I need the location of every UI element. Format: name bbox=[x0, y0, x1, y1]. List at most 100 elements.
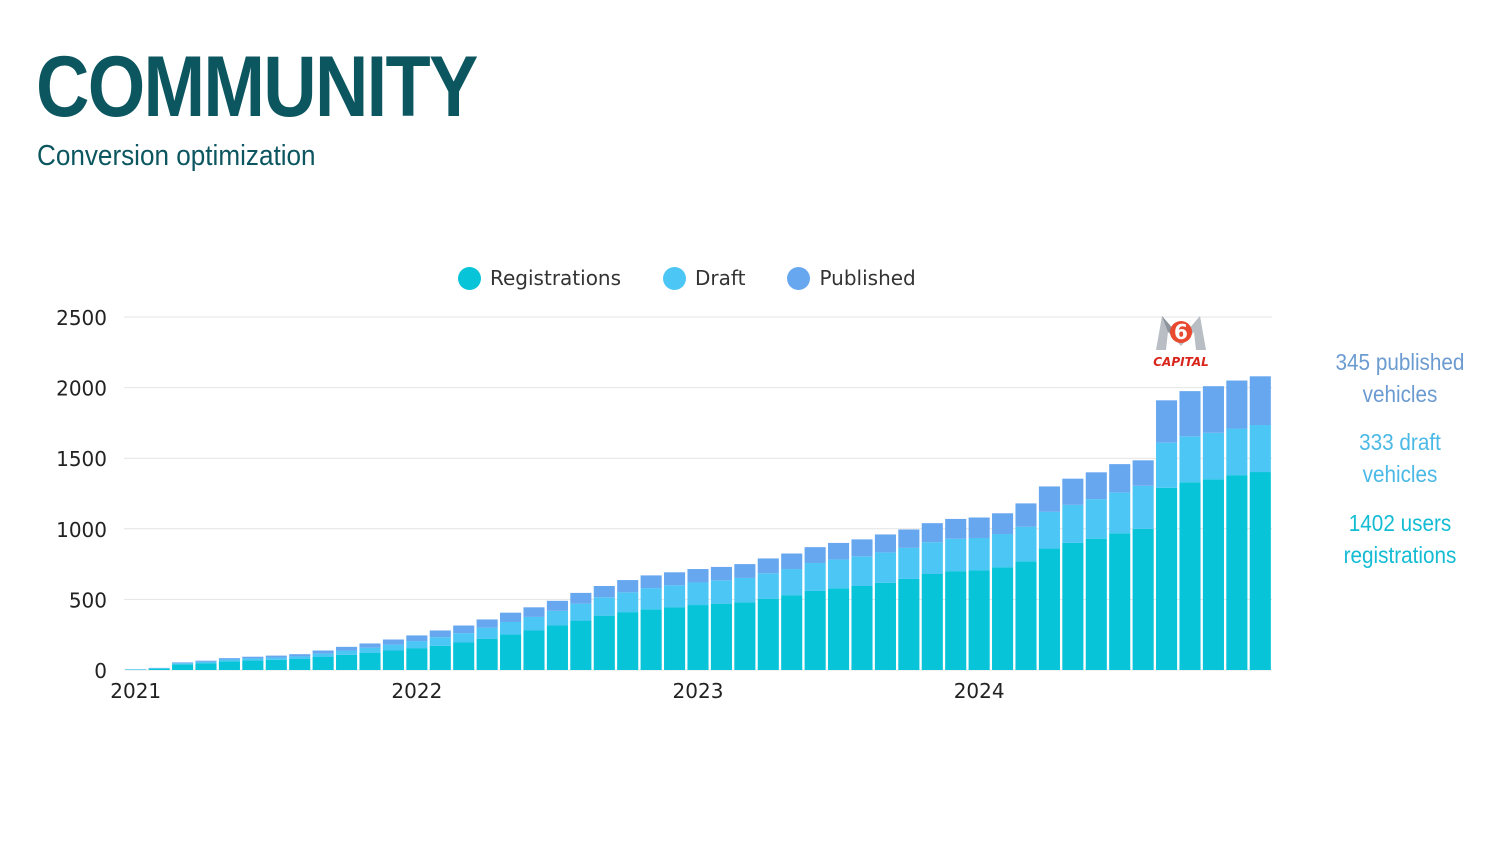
legend-item-registrations[interactable]: Registrations bbox=[458, 266, 621, 290]
bar-segment-registrations[interactable] bbox=[664, 607, 686, 670]
bar-segment-published[interactable] bbox=[1226, 380, 1248, 429]
bar-segment-draft[interactable] bbox=[359, 647, 381, 653]
bar-segment-draft[interactable] bbox=[453, 633, 475, 643]
bar-segment-registrations[interactable] bbox=[1015, 561, 1037, 670]
bar-segment-registrations[interactable] bbox=[1109, 533, 1131, 670]
bar-segment-draft[interactable] bbox=[828, 559, 850, 589]
bar-segment-registrations[interactable] bbox=[500, 634, 522, 670]
bar-segment-draft[interactable] bbox=[593, 597, 615, 616]
bar-segment-registrations[interactable] bbox=[734, 602, 756, 670]
bar-segment-published[interactable] bbox=[921, 523, 943, 543]
bar-segment-published[interactable] bbox=[1202, 386, 1224, 433]
bar-segment-registrations[interactable] bbox=[1202, 479, 1224, 670]
bar-segment-draft[interactable] bbox=[336, 650, 358, 655]
bar-segment-registrations[interactable] bbox=[687, 605, 709, 670]
bar-segment-published[interactable] bbox=[757, 558, 779, 574]
bar-segment-registrations[interactable] bbox=[1179, 482, 1201, 670]
bar-segment-registrations[interactable] bbox=[781, 595, 803, 670]
bar-segment-draft[interactable] bbox=[851, 556, 873, 586]
bar-segment-registrations[interactable] bbox=[804, 590, 826, 670]
bar-segment-published[interactable] bbox=[593, 585, 615, 598]
bar-segment-draft[interactable] bbox=[1226, 428, 1248, 476]
bar-segment-registrations[interactable] bbox=[172, 664, 194, 670]
bar-segment-published[interactable] bbox=[312, 650, 334, 654]
bar-segment-registrations[interactable] bbox=[992, 567, 1014, 670]
bar-segment-draft[interactable] bbox=[1156, 442, 1178, 488]
bar-segment-published[interactable] bbox=[265, 655, 287, 658]
bar-segment-published[interactable] bbox=[1132, 460, 1154, 486]
bar-segment-registrations[interactable] bbox=[1085, 538, 1107, 670]
bar-segment-registrations[interactable] bbox=[640, 609, 662, 670]
bar-segment-published[interactable] bbox=[617, 580, 639, 593]
bar-segment-published[interactable] bbox=[546, 600, 568, 611]
bar-segment-registrations[interactable] bbox=[851, 585, 873, 670]
bar-segment-draft[interactable] bbox=[406, 641, 428, 649]
bar-segment-registrations[interactable] bbox=[1226, 475, 1248, 670]
bar-segment-registrations[interactable] bbox=[476, 638, 498, 670]
bar-segment-published[interactable] bbox=[851, 539, 873, 557]
bar-segment-registrations[interactable] bbox=[1132, 528, 1154, 670]
bar-segment-registrations[interactable] bbox=[1038, 548, 1060, 670]
bar-segment-draft[interactable] bbox=[265, 657, 287, 660]
bar-segment-draft[interactable] bbox=[1179, 436, 1201, 483]
bar-segment-published[interactable] bbox=[242, 656, 264, 659]
bar-segment-draft[interactable] bbox=[172, 663, 194, 665]
bar-segment-published[interactable] bbox=[1015, 503, 1037, 527]
bar-segment-published[interactable] bbox=[1085, 472, 1107, 500]
bar-segment-published[interactable] bbox=[336, 646, 358, 651]
bar-segment-published[interactable] bbox=[781, 553, 803, 570]
bar-segment-published[interactable] bbox=[1156, 400, 1178, 443]
bar-segment-published[interactable] bbox=[523, 607, 545, 617]
bar-segment-draft[interactable] bbox=[617, 592, 639, 613]
bar-segment-draft[interactable] bbox=[757, 573, 779, 599]
bar-segment-published[interactable] bbox=[1179, 391, 1201, 437]
bar-segment-published[interactable] bbox=[968, 517, 990, 538]
bar-segment-draft[interactable] bbox=[195, 661, 217, 664]
bar-segment-published[interactable] bbox=[734, 564, 756, 578]
bar-segment-draft[interactable] bbox=[945, 538, 967, 572]
bar-segment-published[interactable] bbox=[1109, 464, 1131, 493]
bar-segment-published[interactable] bbox=[1062, 478, 1084, 505]
bar-segment-registrations[interactable] bbox=[828, 588, 850, 670]
bar-segment-draft[interactable] bbox=[1109, 492, 1131, 534]
bar-segment-registrations[interactable] bbox=[218, 661, 240, 670]
bar-segment-draft[interactable] bbox=[664, 585, 686, 608]
bar-segment-published[interactable] bbox=[874, 534, 896, 553]
bar-segment-draft[interactable] bbox=[1015, 526, 1037, 562]
bar-segment-draft[interactable] bbox=[429, 637, 451, 646]
bar-segment-published[interactable] bbox=[382, 639, 404, 645]
bar-segment-draft[interactable] bbox=[968, 537, 990, 571]
bar-segment-registrations[interactable] bbox=[921, 573, 943, 670]
bar-segment-registrations[interactable] bbox=[945, 571, 967, 670]
bar-segment-draft[interactable] bbox=[1038, 511, 1060, 549]
bar-segment-draft[interactable] bbox=[289, 656, 311, 659]
bar-segment-published[interactable] bbox=[500, 612, 522, 622]
bar-segment-draft[interactable] bbox=[570, 603, 592, 621]
bar-segment-draft[interactable] bbox=[523, 616, 545, 631]
bar-segment-registrations[interactable] bbox=[1249, 472, 1271, 670]
bar-segment-published[interactable] bbox=[804, 547, 826, 563]
bar-segment-registrations[interactable] bbox=[617, 612, 639, 670]
bar-segment-draft[interactable] bbox=[921, 542, 943, 574]
bar-segment-published[interactable] bbox=[992, 513, 1014, 535]
bar-segment-registrations[interactable] bbox=[289, 658, 311, 670]
bar-segment-draft[interactable] bbox=[1062, 504, 1084, 543]
bar-segment-registrations[interactable] bbox=[429, 645, 451, 670]
bar-segment-published[interactable] bbox=[664, 572, 686, 586]
bar-segment-published[interactable] bbox=[1038, 486, 1060, 512]
bar-segment-published[interactable] bbox=[898, 529, 920, 548]
bar-segment-registrations[interactable] bbox=[874, 582, 896, 670]
bar-segment-draft[interactable] bbox=[312, 653, 334, 658]
bar-segment-draft[interactable] bbox=[640, 588, 662, 610]
bar-segment-registrations[interactable] bbox=[1062, 542, 1084, 670]
bar-segment-draft[interactable] bbox=[804, 562, 826, 591]
bar-segment-draft[interactable] bbox=[734, 577, 756, 603]
bar-segment-registrations[interactable] bbox=[312, 657, 334, 670]
bar-segment-published[interactable] bbox=[406, 635, 428, 642]
bar-segment-registrations[interactable] bbox=[359, 652, 381, 670]
bar-segment-registrations[interactable] bbox=[265, 659, 287, 670]
bar-segment-registrations[interactable] bbox=[195, 663, 217, 670]
bar-segment-draft[interactable] bbox=[242, 658, 264, 661]
bar-segment-registrations[interactable] bbox=[710, 603, 732, 670]
bar-segment-draft[interactable] bbox=[382, 644, 404, 651]
